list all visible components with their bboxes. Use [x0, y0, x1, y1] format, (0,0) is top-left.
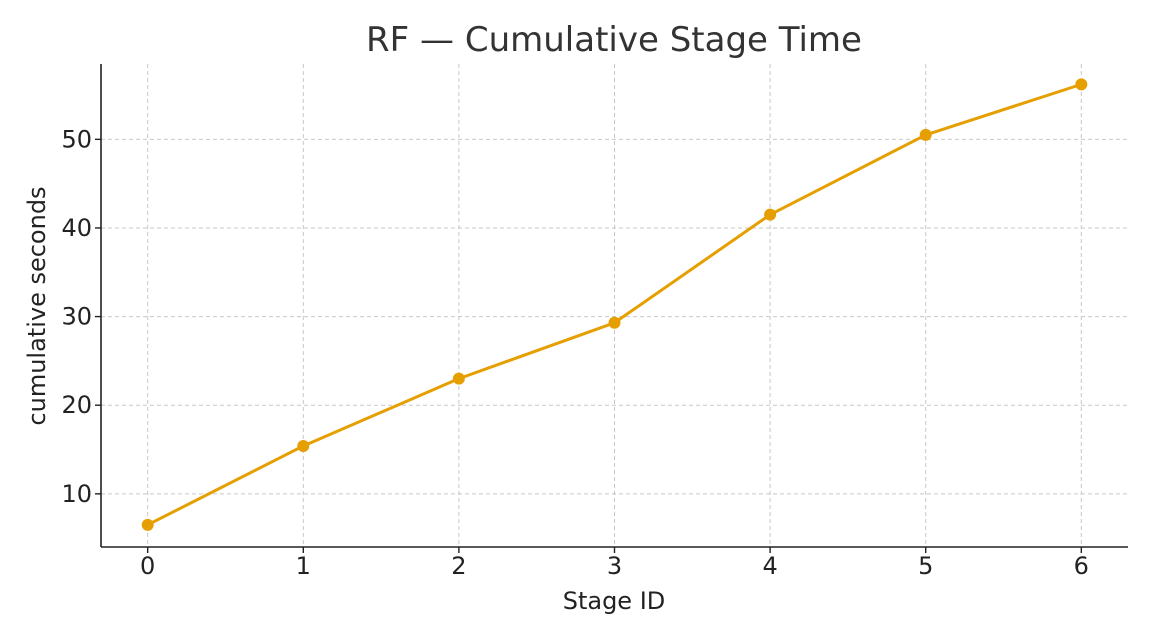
y-tick-label: 20	[61, 391, 92, 419]
y-tick-label: 50	[61, 125, 92, 153]
chart-title: RF — Cumulative Stage Time	[366, 20, 862, 60]
x-tick-label: 0	[140, 552, 155, 580]
x-tick-label: 3	[607, 552, 622, 580]
data-point	[297, 439, 310, 452]
x-tick-label: 4	[762, 552, 777, 580]
series-layer	[141, 78, 1088, 531]
x-tick-label: 2	[451, 552, 466, 580]
y-tick-label: 10	[61, 480, 92, 508]
data-point	[141, 518, 154, 531]
data-point	[452, 372, 465, 385]
data-point	[764, 208, 777, 221]
x-axis-label: Stage ID	[563, 587, 666, 615]
data-point	[1075, 78, 1088, 91]
x-tick-label: 6	[1074, 552, 1089, 580]
grid-layer	[101, 64, 1128, 547]
y-tick-label: 30	[61, 303, 92, 331]
y-tick-label: 40	[61, 214, 92, 242]
data-point	[608, 316, 621, 329]
x-tick-label: 5	[918, 552, 933, 580]
y-axis-label: cumulative seconds	[23, 186, 51, 425]
data-point	[919, 128, 932, 141]
axes-layer: 0 1 2 3 4 5 6 10 20 30 40 50	[61, 64, 1128, 580]
x-tick-label: 1	[296, 552, 311, 580]
